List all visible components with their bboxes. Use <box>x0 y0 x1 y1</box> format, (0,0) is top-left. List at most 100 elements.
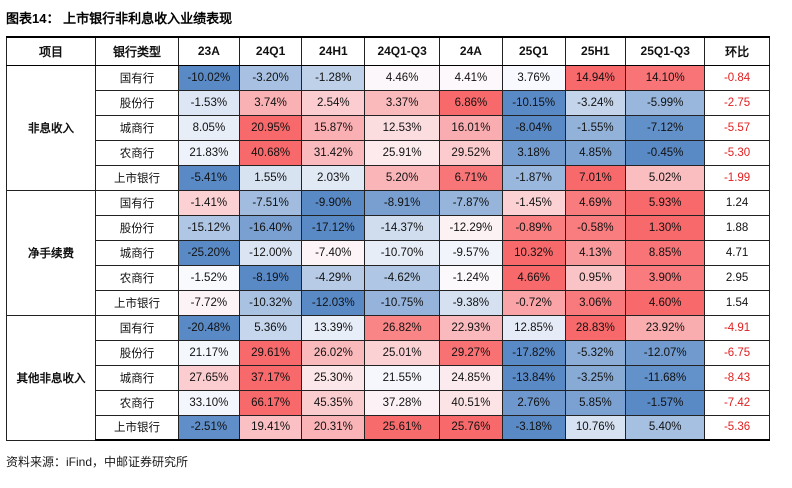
value-cell: 2.03% <box>301 164 366 191</box>
column-header-item: 项目 <box>5 36 97 66</box>
table-body: 非息收入 国有行 -10.02% -3.20% -1.28% 4.46% 4.41% 3.76… <box>5 64 770 441</box>
table-header: 项目 银行类型 23A 24Q1 24H1 24Q1-Q3 24A 25Q1 2… <box>5 36 770 66</box>
value-cell: 0.95% <box>564 264 627 291</box>
qoq-cell: -6.75 <box>704 339 770 366</box>
qoq-cell: 2.95 <box>704 264 770 291</box>
value-cell: -8.91% <box>364 189 441 216</box>
value-cell: 21.17% <box>178 339 240 366</box>
bank-type-label: 农商行 <box>95 264 180 291</box>
group-label: 非息收入 <box>5 64 97 191</box>
bank-type-label: 国有行 <box>95 64 180 91</box>
column-header-24h1: 24H1 <box>301 36 366 66</box>
value-cell: 3.18% <box>501 139 566 166</box>
value-cell: 5.36% <box>238 314 303 341</box>
value-cell: 25.76% <box>439 414 503 441</box>
value-cell: -7.72% <box>178 289 240 316</box>
value-cell: -7.51% <box>238 189 303 216</box>
header-row: 项目 银行类型 23A 24Q1 24H1 24Q1-Q3 24A 25Q1 2… <box>5 36 770 66</box>
qoq-cell: 1.24 <box>704 189 770 216</box>
table-row: 非息收入 国有行 -10.02% -3.20% -1.28% 4.46% 4.41% 3.76… <box>5 64 770 191</box>
column-header-25h1: 25H1 <box>564 36 627 66</box>
value-cell: 5.20% <box>364 164 441 191</box>
table-row: 净手续费 国有行 -1.41% -7.51% -9.90% -8.91% -7.87% -1.… <box>5 189 770 316</box>
value-cell: 25.91% <box>364 139 441 166</box>
value-cell: 25.01% <box>364 339 441 366</box>
value-cell: -5.41% <box>178 164 240 191</box>
table-row: 上市银行 -7.72% -10.32% -12.03% -10.75% -9.38% -0.… <box>7 289 770 316</box>
value-cell: 5.02% <box>625 164 706 191</box>
table-row: 农商行 21.83% 40.68% 31.42% 25.91% 29.52% 3.18% 4.… <box>7 139 770 166</box>
value-cell: 12.53% <box>364 114 441 141</box>
value-cell: 2.54% <box>301 89 366 116</box>
value-cell: -1.41% <box>178 189 240 216</box>
value-cell: 20.95% <box>238 114 303 141</box>
table-row: 农商行 33.10% 66.17% 45.35% 37.28% 40.51% 2.76% 5.… <box>7 389 770 416</box>
value-cell: 66.17% <box>238 389 303 416</box>
bank-type-label: 上市银行 <box>95 164 180 191</box>
column-header-24q1: 24Q1 <box>238 36 303 66</box>
value-cell: 26.02% <box>301 339 366 366</box>
bank-type-label: 国有行 <box>95 189 180 216</box>
qoq-cell: -5.30 <box>704 139 770 166</box>
value-cell: -10.15% <box>501 89 566 116</box>
value-cell: -12.03% <box>301 289 366 316</box>
value-cell: 31.42% <box>301 139 366 166</box>
value-cell: -9.57% <box>439 239 503 266</box>
value-cell: -5.99% <box>625 89 706 116</box>
value-cell: -3.25% <box>564 364 627 391</box>
value-cell: -1.57% <box>625 389 706 416</box>
value-cell: -12.00% <box>238 239 303 266</box>
value-cell: -1.53% <box>178 89 240 116</box>
table-row: 上市银行 -2.51% 19.41% 20.31% 25.61% 25.76% -3.18%… <box>7 414 770 441</box>
table-row: 上市银行 -5.41% 1.55% 2.03% 5.20% 6.71% -1.87% 7.01… <box>7 164 770 191</box>
value-cell: 37.28% <box>364 389 441 416</box>
value-cell: 33.10% <box>178 389 240 416</box>
table-row: 股份行 -15.12% -16.40% -17.12% -14.37% -12.29% -0… <box>7 214 770 241</box>
bank-type-label: 农商行 <box>95 139 180 166</box>
value-cell: 5.40% <box>625 414 706 441</box>
source-note: 资料来源：iFind，中邮证券研究所 <box>6 455 189 469</box>
value-cell: 4.46% <box>364 64 441 91</box>
value-cell: 4.60% <box>625 289 706 316</box>
bank-type-label: 股份行 <box>95 89 180 116</box>
value-cell: 14.94% <box>564 64 627 91</box>
value-cell: -12.07% <box>625 339 706 366</box>
value-cell: 1.30% <box>625 214 706 241</box>
table-row: 股份行 -1.53% 3.74% 2.54% 3.37% 6.86% -10.15% -3.2… <box>7 89 770 116</box>
value-cell: 5.93% <box>625 189 706 216</box>
table-row: 其他非息收入 国有行 -20.48% 5.36% 13.39% 26.82% 22.93% 1… <box>5 314 770 441</box>
value-cell: 3.37% <box>364 89 441 116</box>
value-cell: 10.76% <box>564 414 627 441</box>
value-cell: 21.55% <box>364 364 441 391</box>
group-label: 净手续费 <box>5 189 97 316</box>
value-cell: 3.76% <box>501 64 566 91</box>
bank-type-label: 股份行 <box>95 214 180 241</box>
value-cell: 4.66% <box>501 264 566 291</box>
table-row: 股份行 21.17% 29.61% 26.02% 25.01% 29.27% -17.82%… <box>7 339 770 366</box>
value-cell: -7.87% <box>439 189 503 216</box>
value-cell: 2.76% <box>501 389 566 416</box>
value-cell: 25.61% <box>364 414 441 441</box>
value-cell: 45.35% <box>301 389 366 416</box>
figure-title: 图表14： 上市银行非利息收入业绩表现 <box>6 11 233 26</box>
value-cell: 23.92% <box>625 314 706 341</box>
value-cell: -1.45% <box>501 189 566 216</box>
value-cell: 3.90% <box>625 264 706 291</box>
value-cell: 14.10% <box>625 64 706 91</box>
qoq-cell: -8.43 <box>704 364 770 391</box>
qoq-cell: -4.91 <box>704 314 770 341</box>
qoq-cell: -5.36 <box>704 414 770 441</box>
value-cell: 1.55% <box>238 164 303 191</box>
value-cell: 4.85% <box>564 139 627 166</box>
value-cell: -5.32% <box>564 339 627 366</box>
value-cell: -10.02% <box>178 64 240 91</box>
value-cell: -1.52% <box>178 264 240 291</box>
value-cell: -12.29% <box>439 214 503 241</box>
value-cell: -11.68% <box>625 364 706 391</box>
value-cell: -20.48% <box>178 314 240 341</box>
performance-table: 项目 银行类型 23A 24Q1 24H1 24Q1-Q3 24A 25Q1 2… <box>5 36 770 441</box>
value-cell: 6.86% <box>439 89 503 116</box>
value-cell: 19.41% <box>238 414 303 441</box>
value-cell: 29.61% <box>238 339 303 366</box>
